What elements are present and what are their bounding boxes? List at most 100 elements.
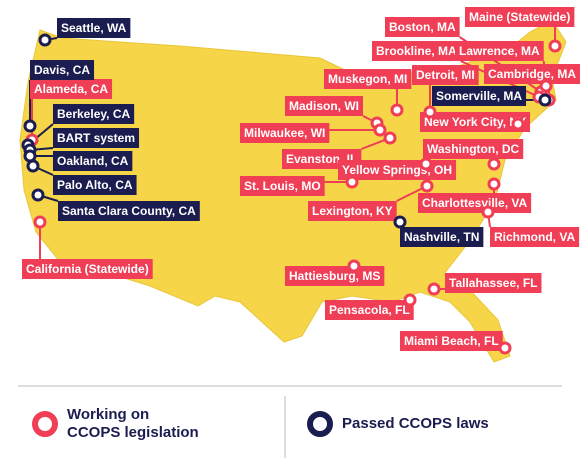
label-box xyxy=(445,273,542,293)
label-text: Maine (Statewide) xyxy=(469,10,570,24)
label-text: Somerville, MA xyxy=(436,89,522,103)
location-marker xyxy=(23,119,37,133)
label-text: Detroit, MI xyxy=(416,68,475,82)
location-label: Brookline, MA xyxy=(372,41,461,61)
location-marker xyxy=(511,117,525,131)
label-box xyxy=(57,18,131,38)
label-box xyxy=(465,7,575,27)
label-text: Palo Alto, CA xyxy=(57,178,133,192)
label-text: Pensacola, FL xyxy=(329,303,410,317)
label-box xyxy=(412,65,479,85)
label-text: Muskegon, MI xyxy=(328,72,407,86)
label-text: Alameda, CA xyxy=(34,82,108,96)
label-box xyxy=(432,86,527,106)
location-marker xyxy=(427,282,441,296)
location-label: Berkeley, CA xyxy=(53,104,135,124)
location-label: Alameda, CA xyxy=(30,79,113,99)
label-text: New York City, NY xyxy=(424,115,526,129)
legend-marker xyxy=(307,411,333,437)
location-marker xyxy=(373,123,387,137)
label-box xyxy=(22,259,153,279)
label-box xyxy=(308,201,397,221)
label-box xyxy=(400,331,503,351)
label-text: Madison, WI xyxy=(289,99,359,113)
location-label: New York City, NY xyxy=(420,112,531,132)
location-label: Davis, CA xyxy=(30,60,95,80)
label-box xyxy=(484,64,580,84)
location-marker xyxy=(38,33,52,47)
label-box xyxy=(418,193,532,213)
label-box xyxy=(325,300,414,320)
location-label: Somerville, MA xyxy=(432,86,527,106)
markers: Alameda, CA California (Statewide) Maine (… xyxy=(21,7,580,355)
location-label: Muskegon, MI xyxy=(324,69,412,89)
location-label: Richmond, VA xyxy=(490,227,580,247)
label-text: Oakland, CA xyxy=(57,154,129,168)
label-box xyxy=(324,69,412,89)
label-text: BART system xyxy=(57,131,135,145)
label-box xyxy=(240,123,330,143)
location-label: Nashville, TN xyxy=(400,227,484,247)
location-marker xyxy=(26,159,40,173)
label-box xyxy=(53,151,133,171)
location-label: California (Statewide) xyxy=(22,259,153,279)
location-marker xyxy=(403,293,417,307)
location-label: BART system xyxy=(53,128,140,148)
location-marker xyxy=(538,93,552,107)
location-marker xyxy=(539,79,553,93)
label-box xyxy=(420,112,531,132)
label-box xyxy=(30,79,113,99)
label-text: Tallahassee, FL xyxy=(449,276,537,290)
location-label: Santa Clara County, CA xyxy=(58,201,200,221)
legend-marker xyxy=(32,411,58,437)
labels: Alameda, CA California (Statewide) Maine (… xyxy=(22,7,580,351)
location-label: Milwaukee, WI xyxy=(240,123,330,143)
location-marker xyxy=(498,341,512,355)
label-box xyxy=(285,96,363,116)
label-box xyxy=(285,266,385,286)
label-text: Lawrence, MA xyxy=(459,44,540,58)
label-text: Nashville, TN xyxy=(404,230,479,244)
location-marker xyxy=(23,149,37,163)
location-label: St. Louis, MO xyxy=(240,176,325,196)
label-text: Brookline, MA xyxy=(376,44,457,58)
label-box xyxy=(490,227,580,247)
dots xyxy=(21,33,562,355)
location-label: Tallahassee, FL xyxy=(445,273,542,293)
label-text: Charlottesville, VA xyxy=(422,196,527,210)
location-marker xyxy=(390,103,404,117)
location-marker xyxy=(383,131,397,145)
location-label: Lawrence, MA xyxy=(455,41,544,61)
location-label: Maine (Statewide) xyxy=(465,7,575,27)
location-marker xyxy=(423,105,437,119)
label-box xyxy=(423,139,524,159)
label-box xyxy=(455,41,544,61)
label-text: Hattiesburg, MS xyxy=(289,269,380,283)
location-marker xyxy=(347,259,361,273)
label-box xyxy=(372,41,461,61)
location-label: Pensacola, FL xyxy=(325,300,414,320)
legend-text: Working on xyxy=(67,406,149,423)
label-box xyxy=(240,176,325,196)
location-label: Washington, DC xyxy=(423,139,524,159)
label-text: Cambridge, MA xyxy=(488,67,576,81)
location-marker xyxy=(31,188,45,202)
label-text: Santa Clara County, CA xyxy=(62,204,196,218)
label-text: Milwaukee, WI xyxy=(244,126,325,140)
location-marker xyxy=(487,157,501,171)
location-marker xyxy=(487,177,501,191)
label-text: Yellow Springs, OH xyxy=(342,163,452,177)
label-text: Richmond, VA xyxy=(494,230,575,244)
legend-text: CCOPS legislation xyxy=(67,424,199,441)
location-label: Palo Alto, CA xyxy=(53,175,137,195)
label-text: Boston, MA xyxy=(389,20,456,34)
location-label: Charlottesville, VA xyxy=(418,193,532,213)
location-marker xyxy=(393,215,407,229)
location-label: Seattle, WA xyxy=(57,18,131,38)
label-text: Miami Beach, FL xyxy=(404,334,499,348)
label-text: Davis, CA xyxy=(34,63,90,77)
label-box xyxy=(53,104,135,124)
location-marker xyxy=(481,205,495,219)
label-text: California (Statewide) xyxy=(26,262,149,276)
